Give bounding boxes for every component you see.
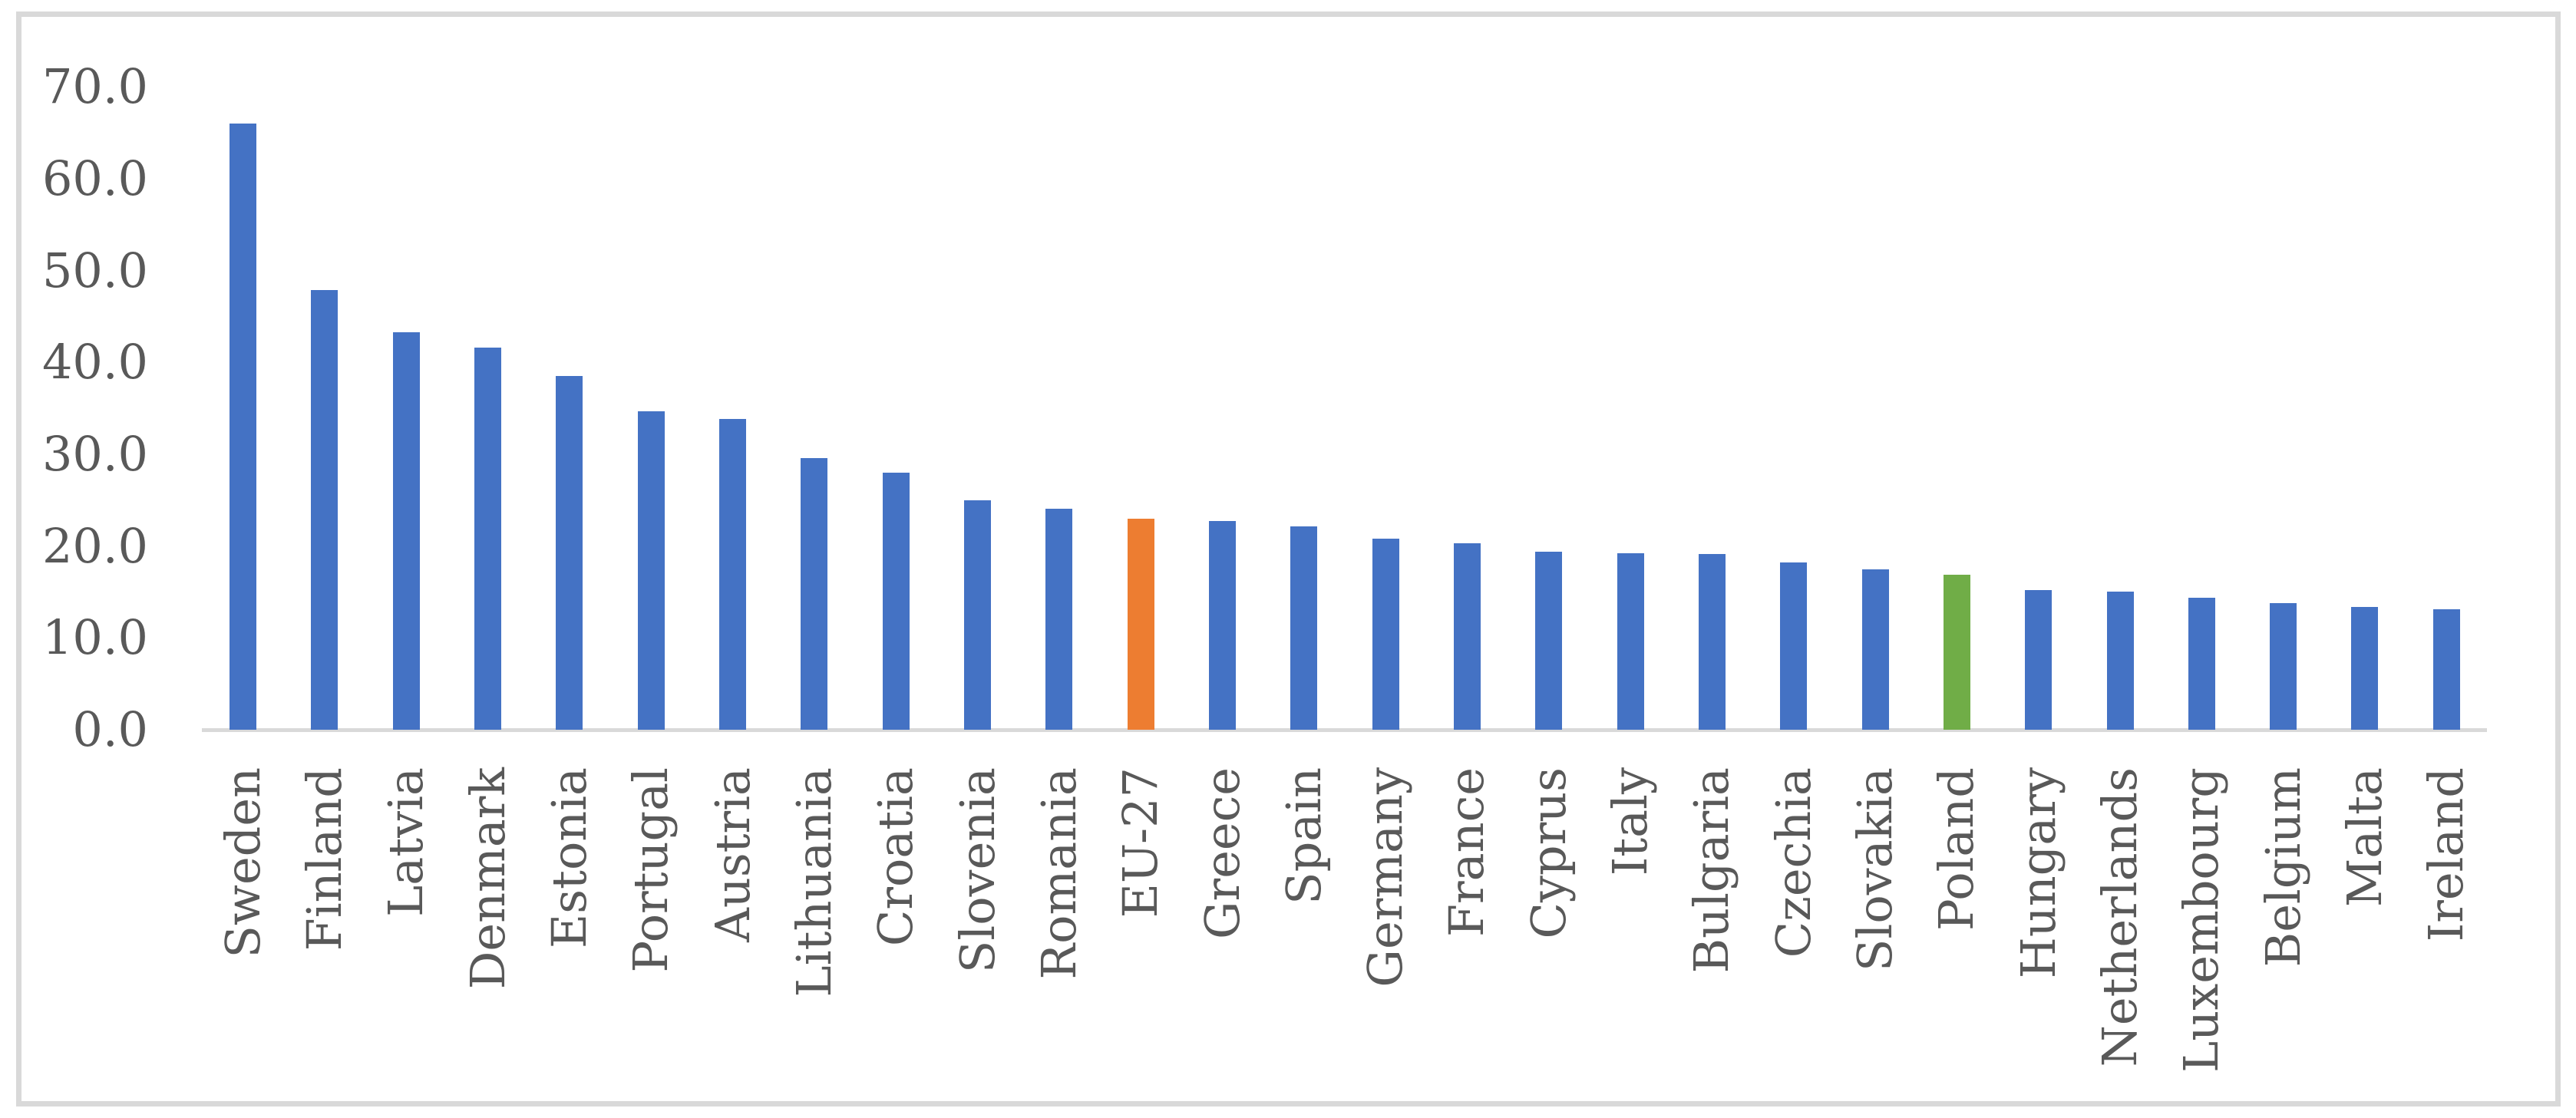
x-axis-label-slovenia: Slovenia (949, 767, 1006, 974)
x-axis-label-italy: Italy (1602, 767, 1659, 876)
x-axis-label-hungary: Hungary (2010, 767, 2066, 979)
bar-eu-27 (1127, 518, 1154, 730)
x-axis-label-greece: Greece (1194, 767, 1250, 939)
x-axis-label-sweden: Sweden (214, 767, 271, 958)
y-tick-label-40: 40.0 (41, 334, 148, 391)
y-tick-label-70: 70.0 (41, 58, 148, 115)
bar-france (1453, 543, 1481, 730)
bar-greece (1209, 521, 1236, 730)
x-axis-label-france: France (1438, 767, 1495, 937)
x-axis-label-estonia: Estonia (540, 767, 597, 949)
bar-romania (1045, 508, 1073, 730)
x-axis-label-poland: Poland (1928, 767, 1985, 931)
bar-luxembourg (2188, 597, 2215, 730)
bar-spain (1290, 526, 1318, 730)
bar-sweden (230, 123, 257, 730)
x-axis-label-malta: Malta (2336, 767, 2393, 908)
bar-finland (311, 289, 339, 730)
x-axis-label-spain: Spain (1275, 767, 1332, 905)
bar-lithuania (801, 457, 828, 730)
x-axis-label-czechia: Czechia (1765, 767, 1821, 958)
bar-poland (1943, 574, 1970, 730)
x-axis-label-bulgaria: Bulgaria (1683, 767, 1740, 974)
bar-czechia (1780, 562, 1808, 730)
bar-netherlands (2106, 592, 2134, 730)
chart-border-frame (16, 12, 2561, 1106)
bar-austria (719, 419, 747, 730)
bar-italy (1617, 553, 1644, 730)
bar-malta (2351, 606, 2379, 730)
y-tick-label-20: 20.0 (41, 517, 148, 574)
bar-latvia (392, 331, 420, 730)
y-tick-label-30: 30.0 (41, 425, 148, 482)
y-tick-label-50: 50.0 (41, 242, 148, 298)
x-axis-label-slovakia: Slovakia (1847, 767, 1904, 971)
x-axis-label-belgium: Belgium (2254, 767, 2311, 968)
bar-germany (1372, 539, 1399, 730)
y-tick-label-10: 10.0 (41, 609, 148, 666)
bar-belgium (2270, 602, 2297, 730)
bar-slovakia (1861, 569, 1889, 730)
bar-croatia (882, 472, 910, 730)
x-axis-label-austria: Austria (704, 767, 761, 942)
x-axis-label-croatia: Croatia (867, 767, 924, 947)
x-axis-label-latvia: Latvia (378, 767, 434, 917)
bar-slovenia (964, 500, 992, 730)
x-axis-label-portugal: Portugal (623, 767, 679, 973)
x-axis-label-denmark: Denmark (459, 767, 516, 990)
x-axis-label-eu-27: EU-27 (1112, 767, 1169, 918)
x-axis-line (202, 728, 2487, 732)
x-axis-label-finland: Finland (296, 767, 352, 951)
x-axis-label-ireland: Ireland (2418, 767, 2475, 942)
bar-ireland (2432, 609, 2460, 730)
bar-portugal (637, 411, 665, 730)
x-axis-label-germany: Germany (1357, 767, 1414, 988)
y-tick-label-0: 0.0 (72, 701, 148, 757)
x-axis-label-romania: Romania (1030, 767, 1087, 980)
bar-denmark (474, 348, 502, 730)
x-axis-label-lithuania: Lithuania (785, 767, 842, 998)
x-axis-label-netherlands: Netherlands (2092, 767, 2148, 1067)
bar-estonia (556, 376, 583, 730)
y-tick-label-60: 60.0 (41, 150, 148, 206)
x-axis-label-cyprus: Cyprus (1520, 767, 1577, 939)
bar-bulgaria (1698, 554, 1726, 730)
x-axis-label-luxembourg: Luxembourg (2173, 767, 2230, 1073)
bar-hungary (2025, 590, 2053, 730)
bar-cyprus (1535, 551, 1563, 730)
